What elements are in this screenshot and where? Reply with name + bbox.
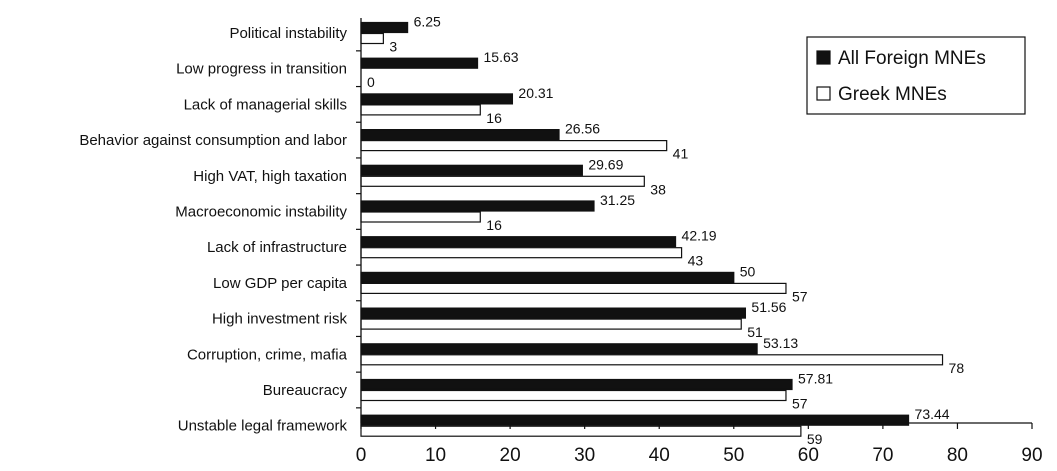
- x-tick-label-30: 30: [574, 445, 595, 466]
- bar-all-foreign-mnes-bureaucracy: [360, 378, 793, 391]
- bar-greek-mnes-corruption-crime-mafia: [360, 354, 944, 366]
- value-label-greek-mnes-political-instability: 3: [389, 39, 397, 55]
- value-label-all-foreign-mnes-bureaucracy: 57.81: [798, 371, 833, 387]
- category-label-political-instability: Political instability: [229, 25, 347, 42]
- bar-greek-mnes-lack-of-managerial-skills: [360, 104, 481, 116]
- category-label-macroeconomic-instability: Macroeconomic instability: [175, 204, 347, 221]
- category-label-behavior-against-consumption-and-labor: Behavior against consumption and labor: [79, 132, 347, 149]
- value-label-all-foreign-mnes-unstable-legal-framework: 73.44: [915, 406, 950, 422]
- legend-label-all-foreign-mnes: All Foreign MNEs: [838, 48, 986, 69]
- category-label-bureaucracy: Bureaucracy: [263, 382, 348, 399]
- category-labels: Political instability Low progress in tra…: [79, 25, 347, 435]
- bar-all-foreign-mnes-low-progress-in-transition: [360, 57, 479, 69]
- value-label-all-foreign-mnes-behavior-against-consumption-and-labor: 26.56: [565, 121, 600, 137]
- category-label-unstable-legal-framework: Unstable legal framework: [178, 418, 348, 435]
- value-label-greek-mnes-macroeconomic-instability: 16: [486, 217, 502, 233]
- legend: All Foreign MNEs Greek MNEs: [806, 36, 1026, 115]
- value-label-all-foreign-mnes-low-progress-in-transition: 15.63: [484, 49, 519, 65]
- legend-label-greek-mnes: Greek MNEs: [838, 84, 947, 105]
- value-label-all-foreign-mnes-political-instability: 6.25: [414, 14, 441, 30]
- bar-greek-mnes-unstable-legal-framework: [360, 425, 802, 437]
- value-label-greek-mnes-high-investment-risk: 51: [747, 324, 763, 340]
- value-label-all-foreign-mnes-macroeconomic-instability: 31.25: [600, 192, 635, 208]
- bar-all-foreign-mnes-behavior-against-consumption-and-labor: [360, 129, 560, 141]
- bar-all-foreign-mnes-high-vat-high-taxation: [360, 164, 583, 176]
- category-label-low-progress-in-transition: Low progress in transition: [176, 61, 347, 78]
- value-label-all-foreign-mnes-high-vat-high-taxation: 29.69: [588, 156, 623, 172]
- value-label-greek-mnes-low-gdp-per-capita: 57: [792, 288, 808, 304]
- value-labels: 6.25 3 15.63 0 20.31 16 26.56 41 29.69 38 31.25 16 4…: [367, 14, 964, 448]
- bar-greek-mnes-bureaucracy: [360, 389, 787, 402]
- x-axis-ticks: 0 10 20 30 40 50 60 70 80 90: [356, 423, 1043, 466]
- category-label-low-gdp-per-capita: Low GDP per capita: [213, 275, 348, 292]
- bar-all-foreign-mnes-high-investment-risk: [360, 307, 747, 319]
- legend-box: [806, 36, 1026, 115]
- value-label-all-foreign-mnes-high-investment-risk: 51.56: [751, 299, 786, 315]
- bar-greek-mnes-high-investment-risk: [360, 318, 742, 330]
- value-label-greek-mnes-behavior-against-consumption-and-labor: 41: [673, 146, 689, 162]
- value-label-all-foreign-mnes-lack-of-managerial-skills: 20.31: [518, 85, 553, 101]
- x-tick-label-80: 80: [947, 445, 968, 466]
- bar-greek-mnes-macroeconomic-instability: [360, 211, 481, 223]
- value-label-greek-mnes-lack-of-infrastructure: 43: [688, 253, 704, 269]
- legend-swatch-greek-mnes: [816, 86, 831, 101]
- bar-all-foreign-mnes-low-gdp-per-capita: [360, 271, 735, 283]
- value-label-greek-mnes-bureaucracy: 57: [792, 396, 808, 412]
- bar-greek-mnes-political-instability: [360, 32, 384, 45]
- category-label-high-investment-risk: High investment risk: [212, 311, 348, 328]
- value-label-greek-mnes-high-vat-high-taxation: 38: [650, 181, 666, 197]
- x-tick-label-50: 50: [723, 445, 744, 466]
- bar-all-foreign-mnes-lack-of-managerial-skills: [360, 93, 514, 105]
- bar-all-foreign-mnes-political-instability: [360, 21, 409, 34]
- bar-all-foreign-mnes-corruption-crime-mafia: [360, 343, 758, 355]
- value-label-greek-mnes-lack-of-managerial-skills: 16: [486, 110, 502, 126]
- value-label-greek-mnes-corruption-crime-mafia: 78: [949, 360, 965, 376]
- bar-all-foreign-mnes-lack-of-infrastructure: [360, 236, 677, 248]
- category-label-lack-of-managerial-skills: Lack of managerial skills: [184, 96, 347, 113]
- bar-all-foreign-mnes-unstable-legal-framework: [360, 414, 910, 426]
- x-tick-label-20: 20: [500, 445, 521, 466]
- bar-greek-mnes-lack-of-infrastructure: [360, 247, 683, 259]
- x-tick-label-60: 60: [798, 445, 819, 466]
- legend-swatch-all-foreign-mnes: [816, 50, 831, 65]
- x-tick-label-0: 0: [356, 445, 367, 466]
- value-label-all-foreign-mnes-corruption-crime-mafia: 53.13: [763, 335, 798, 351]
- value-label-greek-mnes-unstable-legal-framework: 59: [807, 431, 823, 447]
- axes: [356, 18, 1032, 424]
- category-label-lack-of-infrastructure: Lack of infrastructure: [207, 239, 347, 256]
- x-tick-label-40: 40: [649, 445, 670, 466]
- bar-greek-mnes-low-gdp-per-capita: [360, 282, 787, 294]
- x-tick-label-10: 10: [425, 445, 446, 466]
- value-label-greek-mnes-low-progress-in-transition: 0: [367, 74, 375, 90]
- bar-all-foreign-mnes-macroeconomic-instability: [360, 200, 595, 212]
- x-tick-label-90: 90: [1021, 445, 1042, 466]
- x-tick-label-70: 70: [872, 445, 893, 466]
- category-label-high-vat-high-taxation: High VAT, high taxation: [193, 168, 347, 185]
- category-label-corruption-crime-mafia: Corruption, crime, mafia: [187, 346, 348, 363]
- bars: [360, 21, 944, 437]
- value-label-all-foreign-mnes-lack-of-infrastructure: 42.19: [682, 228, 717, 244]
- bar-greek-mnes-high-vat-high-taxation: [360, 175, 645, 187]
- value-label-all-foreign-mnes-low-gdp-per-capita: 50: [740, 263, 756, 279]
- bar-greek-mnes-behavior-against-consumption-and-labor: [360, 140, 668, 152]
